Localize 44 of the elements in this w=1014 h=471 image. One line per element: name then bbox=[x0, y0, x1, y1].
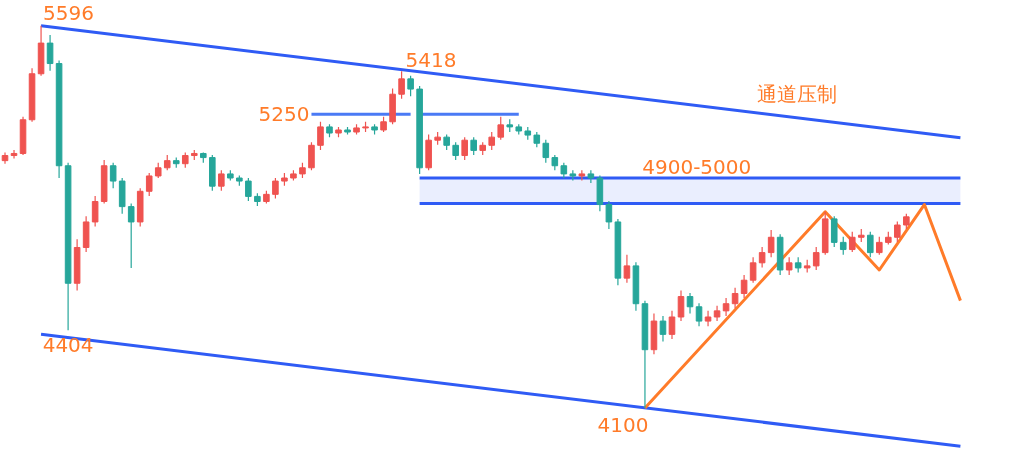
candlestick bbox=[91, 195, 99, 228]
candlestick bbox=[461, 136, 468, 161]
candlestick bbox=[848, 231, 856, 253]
candlestick bbox=[10, 149, 18, 160]
candlestick bbox=[758, 246, 766, 269]
candlestick bbox=[677, 289, 685, 322]
candlestick bbox=[812, 246, 820, 271]
candlestick bbox=[145, 172, 153, 197]
candlestick bbox=[894, 220, 901, 243]
candlestick bbox=[749, 256, 757, 284]
candlestick bbox=[587, 169, 595, 184]
annotation: 5250 bbox=[258, 102, 310, 127]
candlestick bbox=[659, 315, 667, 343]
candlestick bbox=[407, 75, 414, 97]
candlestick bbox=[686, 292, 694, 315]
candlestick bbox=[109, 162, 117, 189]
candlestick bbox=[668, 310, 676, 340]
annotation: 5418 bbox=[405, 48, 457, 73]
candlestick bbox=[1, 151, 9, 165]
candlestick bbox=[740, 274, 748, 299]
candlestick bbox=[127, 202, 135, 269]
candlestick bbox=[695, 302, 703, 327]
annotation: 4100 bbox=[597, 412, 649, 437]
candlestick bbox=[46, 34, 54, 72]
candlestick bbox=[398, 70, 405, 100]
candlestick bbox=[497, 116, 505, 141]
candlestick bbox=[542, 139, 550, 164]
candlestick bbox=[767, 229, 775, 258]
candlestick bbox=[623, 254, 631, 284]
candlestick bbox=[578, 169, 586, 182]
candlestick bbox=[866, 231, 874, 258]
candlestick bbox=[605, 200, 613, 230]
candlestick bbox=[317, 121, 324, 151]
candlestick bbox=[245, 177, 252, 202]
candlestick bbox=[272, 177, 279, 200]
annotation: 通道压制 bbox=[757, 81, 838, 106]
candlestick bbox=[830, 215, 838, 248]
annotation: 4900-5000 bbox=[642, 155, 752, 179]
candlestick bbox=[731, 287, 739, 309]
candlestick bbox=[704, 310, 712, 327]
annotation: 5596 bbox=[43, 0, 94, 25]
annotation: 4404 bbox=[42, 333, 94, 358]
candlestick bbox=[218, 169, 225, 192]
candlestick bbox=[308, 141, 315, 171]
